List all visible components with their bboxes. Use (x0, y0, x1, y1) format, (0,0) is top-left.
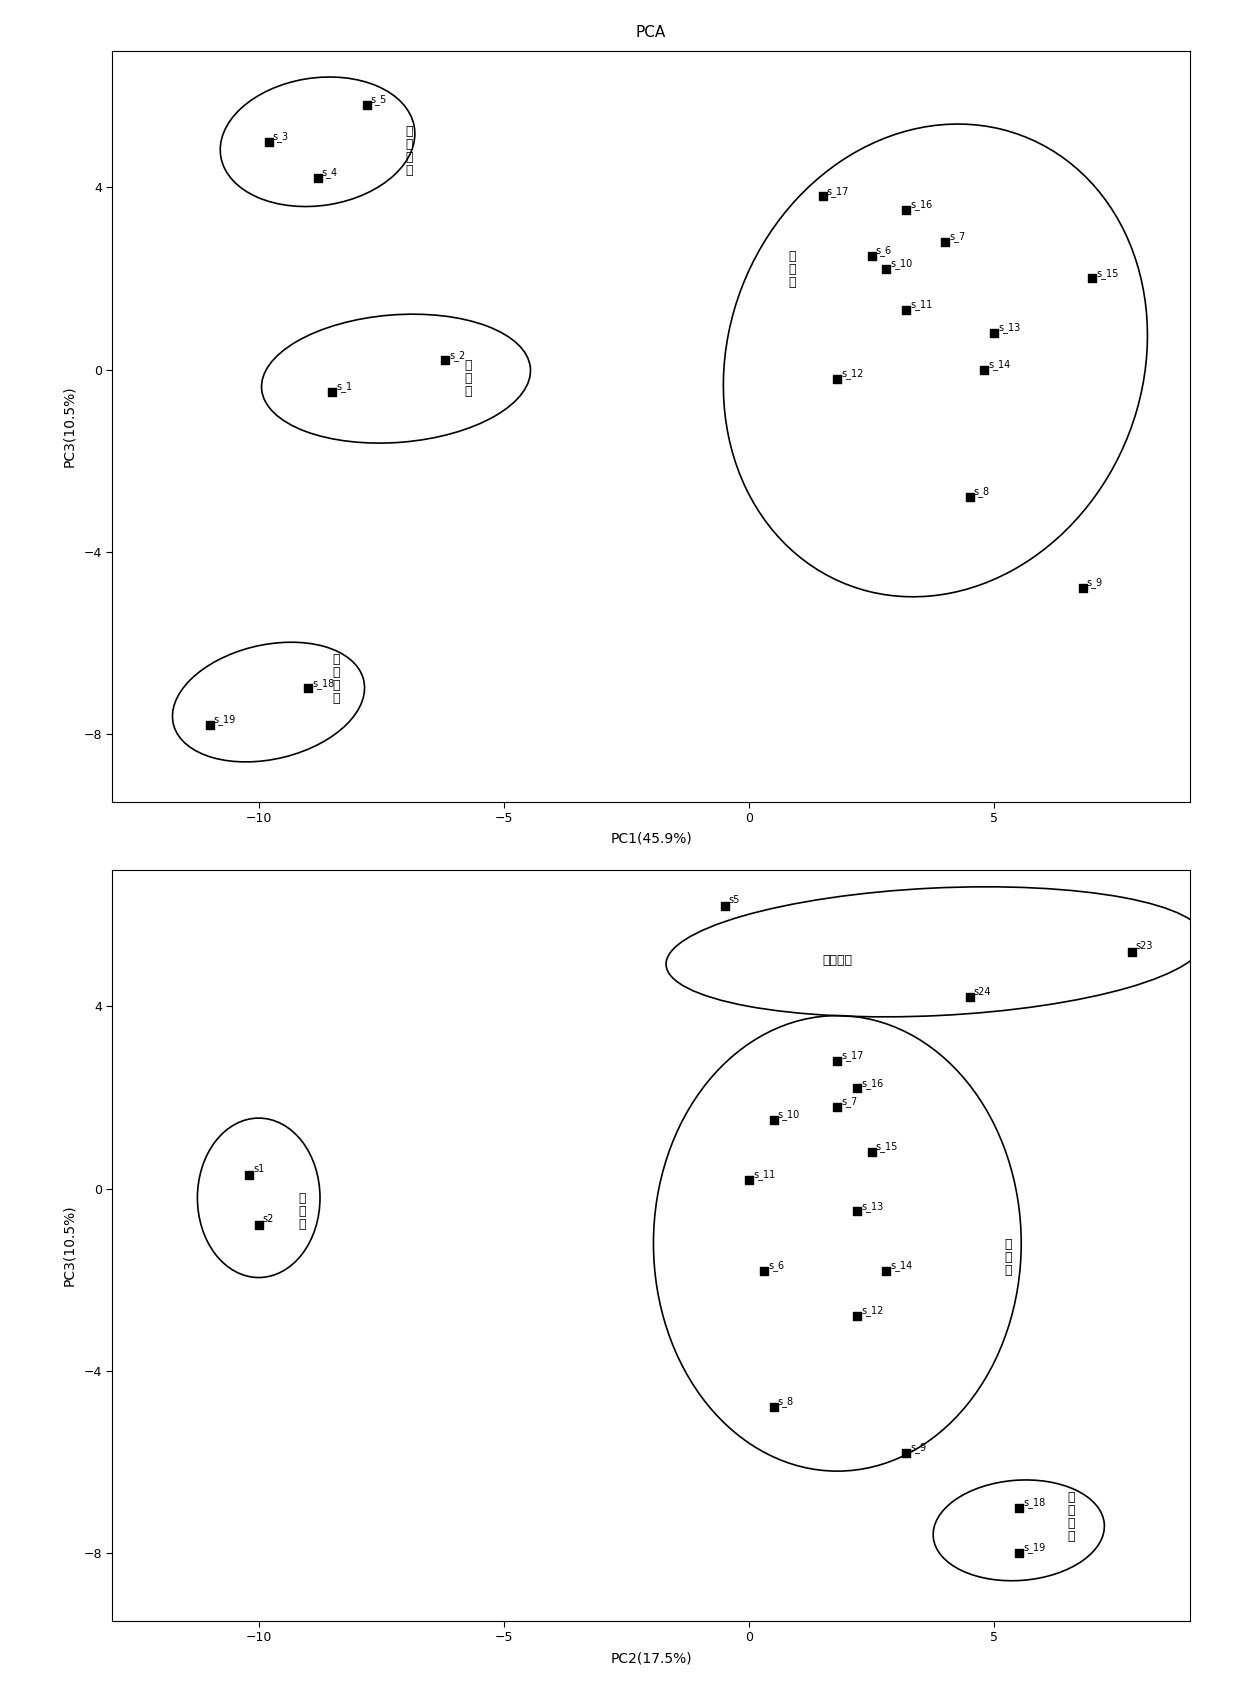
Text: s_16: s_16 (910, 199, 932, 209)
Text: s1: s1 (253, 1164, 264, 1174)
Text: 下
肢
肌: 下 肢 肌 (789, 250, 796, 289)
Point (812, 182, 832, 209)
Text: s_1: s_1 (336, 382, 352, 392)
Point (1009, 1540, 1029, 1567)
Point (714, 893, 734, 921)
Text: s_14: s_14 (890, 1260, 913, 1270)
Point (877, 1257, 897, 1284)
Text: s_17: s_17 (842, 1051, 864, 1061)
Point (1122, 939, 1142, 966)
Text: s_19: s_19 (1023, 1542, 1045, 1554)
Text: s_6: s_6 (768, 1260, 784, 1270)
Text: s_15: s_15 (1096, 267, 1118, 279)
Text: s_10: s_10 (890, 258, 913, 270)
Point (960, 483, 980, 510)
Y-axis label: PC3(10.5%): PC3(10.5%) (62, 1204, 77, 1287)
Text: s_11: s_11 (910, 299, 932, 311)
Point (357, 91, 377, 118)
Point (200, 711, 219, 738)
Point (827, 365, 847, 392)
Text: s_7: s_7 (950, 231, 966, 242)
Text: s_8: s_8 (777, 1397, 794, 1407)
Text: s24: s24 (973, 986, 992, 997)
Text: s2: s2 (263, 1214, 274, 1225)
Point (827, 1047, 847, 1074)
Point (754, 1257, 774, 1284)
Y-axis label: PC3(10.5%): PC3(10.5%) (62, 385, 77, 468)
Text: s_12: s_12 (842, 368, 864, 378)
Text: s_12: s_12 (861, 1306, 883, 1316)
Text: s_3: s_3 (273, 132, 289, 142)
Text: s_2: s_2 (449, 350, 465, 360)
X-axis label: PC2(17.5%): PC2(17.5%) (610, 1652, 692, 1665)
Text: s_13: s_13 (998, 323, 1021, 333)
Point (322, 378, 342, 405)
Text: s_17: s_17 (827, 186, 849, 196)
Point (739, 1165, 759, 1192)
Text: 背最长肌: 背最长肌 (822, 954, 853, 968)
Text: 肋
间
肌: 肋 间 肌 (298, 1192, 305, 1231)
Text: s_15: s_15 (875, 1142, 898, 1152)
Text: s23: s23 (1136, 941, 1153, 951)
Text: s_13: s_13 (861, 1201, 883, 1211)
Point (897, 196, 916, 223)
Point (985, 319, 1004, 346)
Point (960, 985, 980, 1012)
Text: 背
最
长
肌: 背 最 长 肌 (405, 125, 413, 177)
Point (975, 356, 994, 383)
Text: s_18: s_18 (1023, 1496, 1045, 1508)
Point (1073, 574, 1092, 601)
Text: s_11: s_11 (753, 1169, 775, 1179)
Point (239, 1162, 259, 1189)
Point (862, 1138, 882, 1165)
Point (259, 128, 279, 155)
Text: s_16: s_16 (861, 1078, 883, 1089)
Text: s_14: s_14 (988, 358, 1011, 370)
Text: 下
肢
肌: 下 肢 肌 (1004, 1238, 1012, 1277)
Point (897, 297, 916, 324)
Text: 肋
间
肌: 肋 间 肌 (465, 360, 472, 399)
Point (847, 1302, 867, 1329)
Point (1009, 1495, 1029, 1522)
Text: s_4: s_4 (321, 167, 337, 179)
Point (764, 1393, 784, 1420)
Point (897, 1439, 916, 1466)
Text: 股
二
头
肌: 股 二 头 肌 (332, 654, 340, 706)
Point (847, 1074, 867, 1101)
Text: s_19: s_19 (213, 714, 236, 725)
Point (847, 1198, 867, 1225)
Point (435, 346, 455, 373)
Point (827, 1093, 847, 1120)
Text: s_6: s_6 (875, 245, 892, 255)
Text: s_18: s_18 (312, 677, 334, 689)
Point (308, 166, 327, 193)
Text: s_10: s_10 (777, 1110, 800, 1120)
Point (877, 255, 897, 282)
Point (935, 228, 955, 255)
Text: 股
二
头
肌: 股 二 头 肌 (1068, 1491, 1075, 1542)
Text: s_8: s_8 (973, 486, 990, 497)
Title: PCA: PCA (636, 25, 666, 41)
Point (249, 1211, 269, 1238)
Text: s_7: s_7 (842, 1096, 858, 1106)
Point (764, 1106, 784, 1133)
Text: s_9: s_9 (910, 1442, 926, 1453)
Text: s_9: s_9 (1086, 578, 1102, 588)
Text: s_5: s_5 (371, 95, 387, 105)
Point (298, 676, 317, 703)
Text: s5: s5 (729, 895, 740, 905)
Point (862, 242, 882, 269)
Point (1083, 265, 1102, 292)
X-axis label: PC1(45.9%): PC1(45.9%) (610, 833, 692, 846)
